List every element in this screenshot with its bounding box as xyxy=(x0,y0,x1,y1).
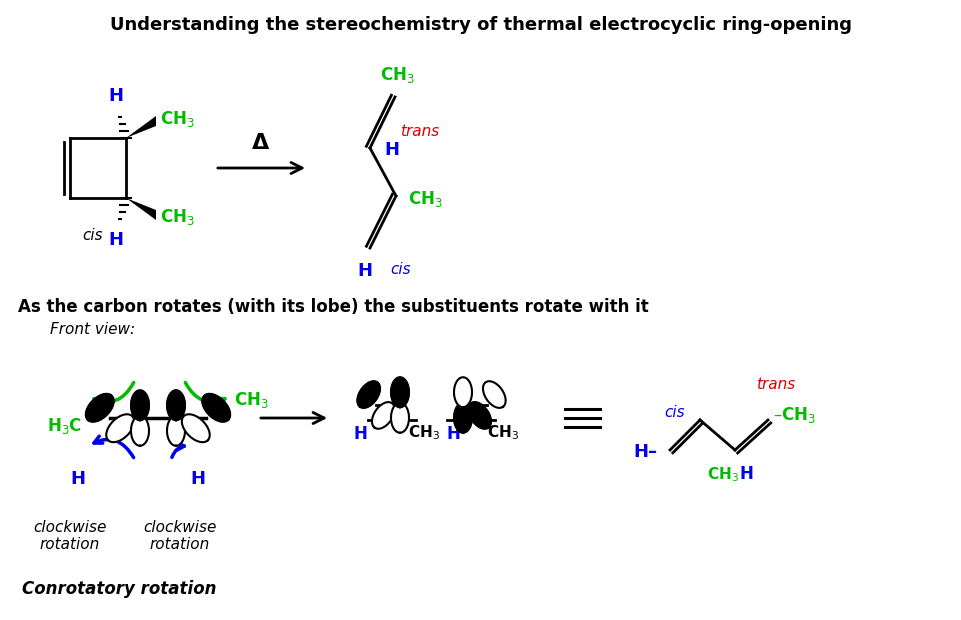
Text: Conrotatory rotation: Conrotatory rotation xyxy=(22,580,216,598)
Text: H–: H– xyxy=(633,443,657,461)
Text: Front view:: Front view: xyxy=(50,322,135,337)
Text: H$_3$C: H$_3$C xyxy=(47,416,82,436)
Polygon shape xyxy=(454,403,472,433)
Polygon shape xyxy=(372,402,394,429)
Text: CH$_3$: CH$_3$ xyxy=(380,65,414,85)
Text: H: H xyxy=(357,262,372,280)
Text: cis: cis xyxy=(83,228,103,243)
Text: CH$_3$: CH$_3$ xyxy=(160,207,194,227)
Text: CH$_3$: CH$_3$ xyxy=(407,423,439,441)
Text: cis: cis xyxy=(389,262,410,277)
Polygon shape xyxy=(468,402,490,429)
Text: Understanding the stereochemistry of thermal electrocyclic ring-opening: Understanding the stereochemistry of the… xyxy=(110,16,851,34)
Text: H: H xyxy=(353,425,366,443)
Text: CH$_3$: CH$_3$ xyxy=(486,423,518,441)
Text: CH$_3$: CH$_3$ xyxy=(160,109,194,129)
Polygon shape xyxy=(482,381,505,408)
Text: CH$_3$: CH$_3$ xyxy=(407,189,442,209)
Polygon shape xyxy=(106,414,134,442)
Text: H: H xyxy=(109,231,123,249)
Text: –CH$_3$: –CH$_3$ xyxy=(773,405,815,425)
Polygon shape xyxy=(131,390,149,420)
Polygon shape xyxy=(390,377,408,407)
Polygon shape xyxy=(357,381,380,408)
Text: Δ: Δ xyxy=(252,133,269,153)
Text: H: H xyxy=(190,470,206,488)
Text: CH$_3$: CH$_3$ xyxy=(234,390,268,410)
Text: trans: trans xyxy=(755,377,795,392)
Text: H: H xyxy=(383,141,399,159)
Text: As the carbon rotates (with its lobe) the substituents rotate with it: As the carbon rotates (with its lobe) th… xyxy=(18,298,648,316)
Polygon shape xyxy=(167,416,185,446)
Text: trans: trans xyxy=(400,125,439,140)
Text: H: H xyxy=(109,87,123,105)
Text: cis: cis xyxy=(664,405,684,420)
Text: H: H xyxy=(446,425,459,443)
Polygon shape xyxy=(167,390,185,420)
Polygon shape xyxy=(131,416,149,446)
Polygon shape xyxy=(86,394,113,422)
Polygon shape xyxy=(126,116,156,138)
Text: clockwise
rotation: clockwise rotation xyxy=(34,520,107,552)
Polygon shape xyxy=(202,394,230,422)
Text: clockwise
rotation: clockwise rotation xyxy=(143,520,216,552)
Polygon shape xyxy=(390,403,408,433)
Polygon shape xyxy=(454,377,472,407)
Text: H: H xyxy=(70,470,86,488)
Text: H: H xyxy=(739,465,753,483)
Polygon shape xyxy=(182,414,209,442)
Polygon shape xyxy=(126,198,156,220)
Text: CH$_3$: CH$_3$ xyxy=(706,465,738,484)
